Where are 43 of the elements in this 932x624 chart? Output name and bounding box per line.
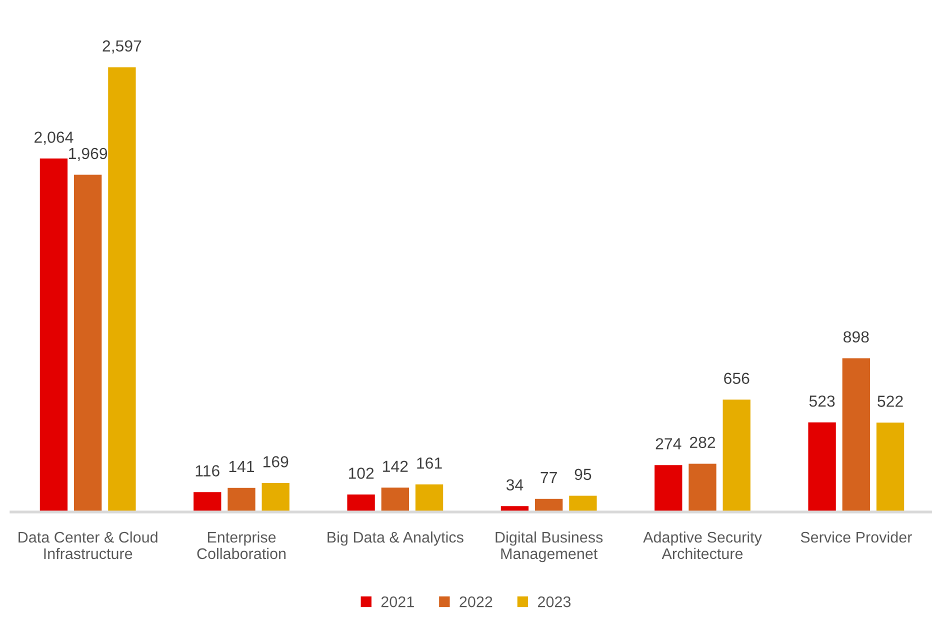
bar (654, 465, 682, 512)
data-label: 77 (540, 472, 557, 483)
data-label: 34 (506, 479, 524, 491)
legend-label: 2022 (460, 596, 492, 608)
bar (262, 483, 290, 512)
bar (415, 484, 444, 512)
x-tick-label: Big Data & Analytics (328, 531, 464, 546)
data-label: 282 (690, 436, 716, 448)
legend-label: 2023 (538, 596, 571, 608)
data-label: 2,597 (102, 40, 142, 54)
legend-label: 2021 (381, 596, 414, 608)
bar (347, 494, 375, 512)
data-label: 95 (574, 468, 592, 480)
bar (194, 492, 222, 512)
bar (808, 422, 836, 512)
bar (876, 422, 904, 512)
data-label: 2,064 (34, 132, 74, 145)
bar (381, 488, 409, 512)
bar (569, 496, 597, 512)
bar (228, 488, 256, 512)
data-label: 898 (844, 331, 869, 343)
data-label: 522 (878, 396, 903, 407)
data-label: 161 (417, 457, 442, 469)
bar (40, 158, 68, 512)
bar (722, 400, 750, 512)
data-label: 142 (383, 460, 408, 472)
x-tick-label: Digital Business Managemenet (496, 531, 603, 562)
data-label: 116 (196, 465, 220, 476)
data-label: 102 (348, 468, 374, 479)
x-tick-label: Data Center & Cloud Infrastructure (18, 531, 158, 560)
x-tick-label: Service Provider (800, 531, 912, 543)
x-tick-label: Adaptive Security Architecture (643, 531, 762, 560)
x-tick-label: Enterprise Collaboration (197, 531, 286, 560)
bar (108, 67, 136, 512)
data-label: 1,969 (69, 148, 108, 162)
data-label: 274 (656, 438, 682, 450)
data-label: 523 (809, 395, 835, 407)
bar (688, 464, 716, 512)
data-label: 141 (229, 461, 254, 472)
bar (74, 174, 102, 512)
bar (842, 358, 870, 512)
data-label: 169 (264, 456, 288, 468)
data-label: 656 (724, 372, 750, 384)
